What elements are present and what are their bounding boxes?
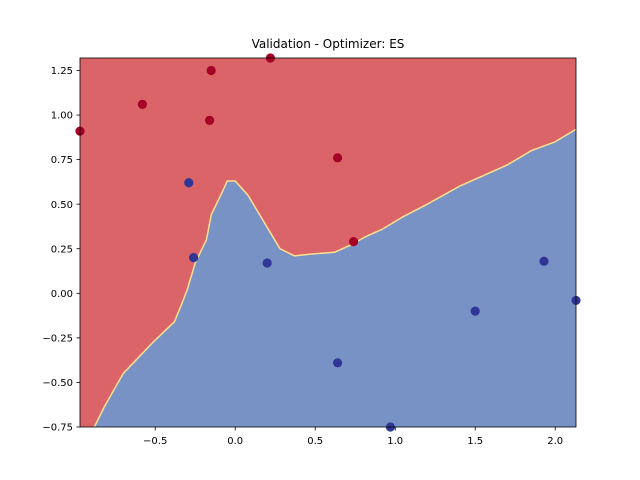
y-tick-label: 0.25	[51, 244, 73, 255]
point-class-1	[184, 178, 194, 188]
point-class-1	[189, 253, 199, 263]
decision-boundary	[93, 128, 576, 427]
point-class-1	[262, 258, 272, 268]
plot-area	[75, 53, 581, 432]
chart-title: Validation - Optimizer: ES	[252, 37, 405, 51]
point-class-0	[349, 237, 359, 247]
point-class-1	[470, 306, 480, 316]
x-tick-label: 1.0	[387, 436, 403, 447]
y-tick-label: 0.00	[51, 289, 73, 300]
y-tick-label: −0.50	[42, 378, 73, 389]
y-tick-label: −0.25	[42, 333, 73, 344]
point-class-1	[539, 256, 549, 266]
point-class-0	[205, 115, 215, 125]
region-class-1	[94, 129, 576, 427]
y-tick-label: 0.50	[51, 200, 73, 211]
y-tick-label: 1.00	[51, 111, 73, 122]
x-tick-label: 1.5	[467, 436, 483, 447]
x-tick-label: 2.0	[547, 436, 563, 447]
y-tick-label: 1.25	[51, 66, 73, 77]
y-tick-label: 0.75	[51, 155, 73, 166]
point-class-0	[333, 153, 343, 163]
point-class-0	[206, 65, 216, 76]
plot-frame	[79, 57, 577, 428]
x-tick-label: −0.5	[143, 436, 167, 447]
x-tick-label: 0.5	[307, 436, 323, 447]
y-axis: −0.75 −0.50 −0.25 0.00 0.25 0.50 0.75 1.00 1.25	[42, 66, 80, 434]
x-axis: −0.5 0.0 0.5 1.0 1.5 2.0	[143, 427, 563, 447]
x-tick-label: 0.0	[227, 436, 243, 447]
y-tick-label: −0.75	[42, 423, 73, 434]
point-class-1	[333, 358, 343, 368]
decision-regions	[80, 58, 576, 427]
point-class-0	[137, 99, 147, 109]
